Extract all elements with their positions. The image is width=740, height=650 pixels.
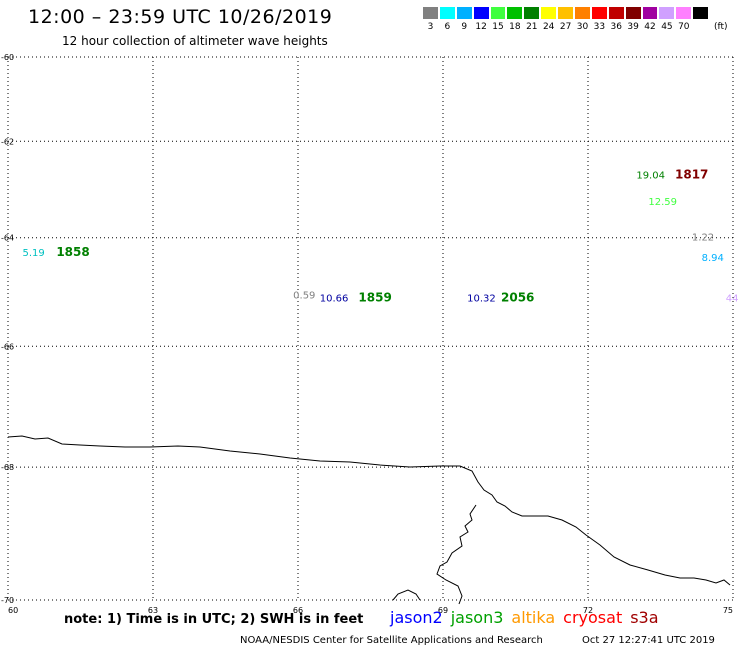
observation-value: 44: [726, 293, 739, 304]
legend-label: 12: [475, 22, 487, 32]
legend-label: 6: [444, 22, 451, 32]
legend-label: 39: [627, 22, 639, 32]
lon-tick-label: 63: [148, 606, 158, 615]
credit-organization: NOAA/NESDIS Center for Satellite Applica…: [240, 635, 543, 646]
legend-swatches: [422, 6, 710, 20]
page-title: 12:00 – 23:59 UTC 10/26/2019: [28, 6, 333, 28]
legend-swatch: [438, 6, 456, 20]
observation-time: 1859: [358, 290, 391, 304]
observation-time: 1858: [56, 245, 89, 259]
lat-tick-label: -70: [1, 596, 14, 605]
satellite-legend: jason2 jason3 altika cryosat s3a: [390, 608, 667, 627]
legend-label: 3: [427, 22, 434, 32]
legend-swatch: [658, 6, 676, 20]
lon-tick-label: 72: [583, 606, 593, 615]
legend-swatch: [489, 6, 507, 20]
note-text: note: 1) Time is in UTC; 2) SWH is in fe…: [64, 612, 364, 627]
lon-tick-label: 66: [293, 606, 303, 615]
legend-swatch: [523, 6, 541, 20]
lat-tick-label: -68: [1, 463, 14, 472]
observations: 5.19 1858 0.59 10.66 1859 10.32 2056 19.04 1817 1…: [23, 167, 739, 304]
color-legend: 3 6 9 12 15 18 21 24 27 30 33 36 39 42 45 70 (ft): [422, 6, 728, 32]
lon-tick-label: 69: [438, 606, 448, 615]
legend-swatch: [540, 6, 558, 20]
credit-timestamp: Oct 27 12:27:41 UTC 2019: [582, 635, 715, 646]
observation-value: 8.94: [702, 253, 724, 264]
lon-tick-label: 75: [723, 606, 733, 615]
legend-label: 21: [526, 22, 538, 32]
legend-swatch: [574, 6, 591, 20]
legend-label: 33: [593, 22, 606, 32]
legend-label: 42: [644, 22, 656, 32]
legend-label: 36: [610, 22, 622, 32]
observation-value: 10.32: [467, 293, 496, 304]
satellite-s3a: s3a: [630, 608, 659, 627]
satellite-cryosat: cryosat: [563, 608, 623, 627]
legend-label: 27: [559, 22, 572, 32]
observation-value: 19.04: [636, 170, 665, 181]
legend-swatch: [557, 6, 575, 20]
lat-tick-label: -66: [1, 342, 14, 351]
legend-swatch: [607, 6, 625, 20]
legend-swatch: [590, 6, 608, 20]
satellite-altika: altika: [511, 608, 556, 627]
legend-label: 15: [492, 22, 504, 32]
legend-swatch: [675, 6, 693, 20]
legend-label: 24: [542, 22, 555, 32]
observation-value: 12.59: [648, 197, 677, 208]
legend-swatch: [692, 6, 710, 20]
legend-swatch: [641, 6, 659, 20]
legend-swatch: [472, 6, 490, 20]
observation-time: 2056: [501, 290, 534, 304]
observation-value: 10.66: [320, 293, 349, 304]
coastline-bay: [392, 589, 421, 601]
legend-label: 30: [576, 22, 589, 32]
observation-value: 5.19: [23, 248, 45, 259]
coastline-inlet: [436, 504, 477, 605]
legend-label: 70: [678, 22, 690, 32]
legend-label: 45: [661, 22, 673, 32]
legend-swatch: [506, 6, 524, 20]
lat-tick-label: -64: [1, 234, 14, 243]
satellite-jason3: jason3: [450, 608, 504, 627]
legend-label: 9: [461, 22, 468, 32]
legend-label: 18: [509, 22, 521, 32]
coastline-main: [7, 435, 731, 586]
lon-tick-label: 60: [8, 606, 18, 615]
legend-labels: 3 6 9 12 15 18 21 24 27 30 33 36 39 42 45 70: [422, 22, 709, 32]
observation-value: 1.22: [692, 232, 714, 243]
coastline: [7, 435, 731, 605]
legend-unit: (ft): [714, 22, 728, 32]
legend-swatch: [624, 6, 642, 20]
legend-swatch: [422, 6, 439, 20]
page-subtitle: 12 hour collection of altimeter wave hei…: [62, 34, 328, 48]
observation-value: 0.59: [293, 291, 315, 302]
legend-swatch: [455, 6, 473, 20]
observation-time: 1817: [675, 167, 708, 181]
satellite-jason2: jason2: [390, 608, 443, 627]
